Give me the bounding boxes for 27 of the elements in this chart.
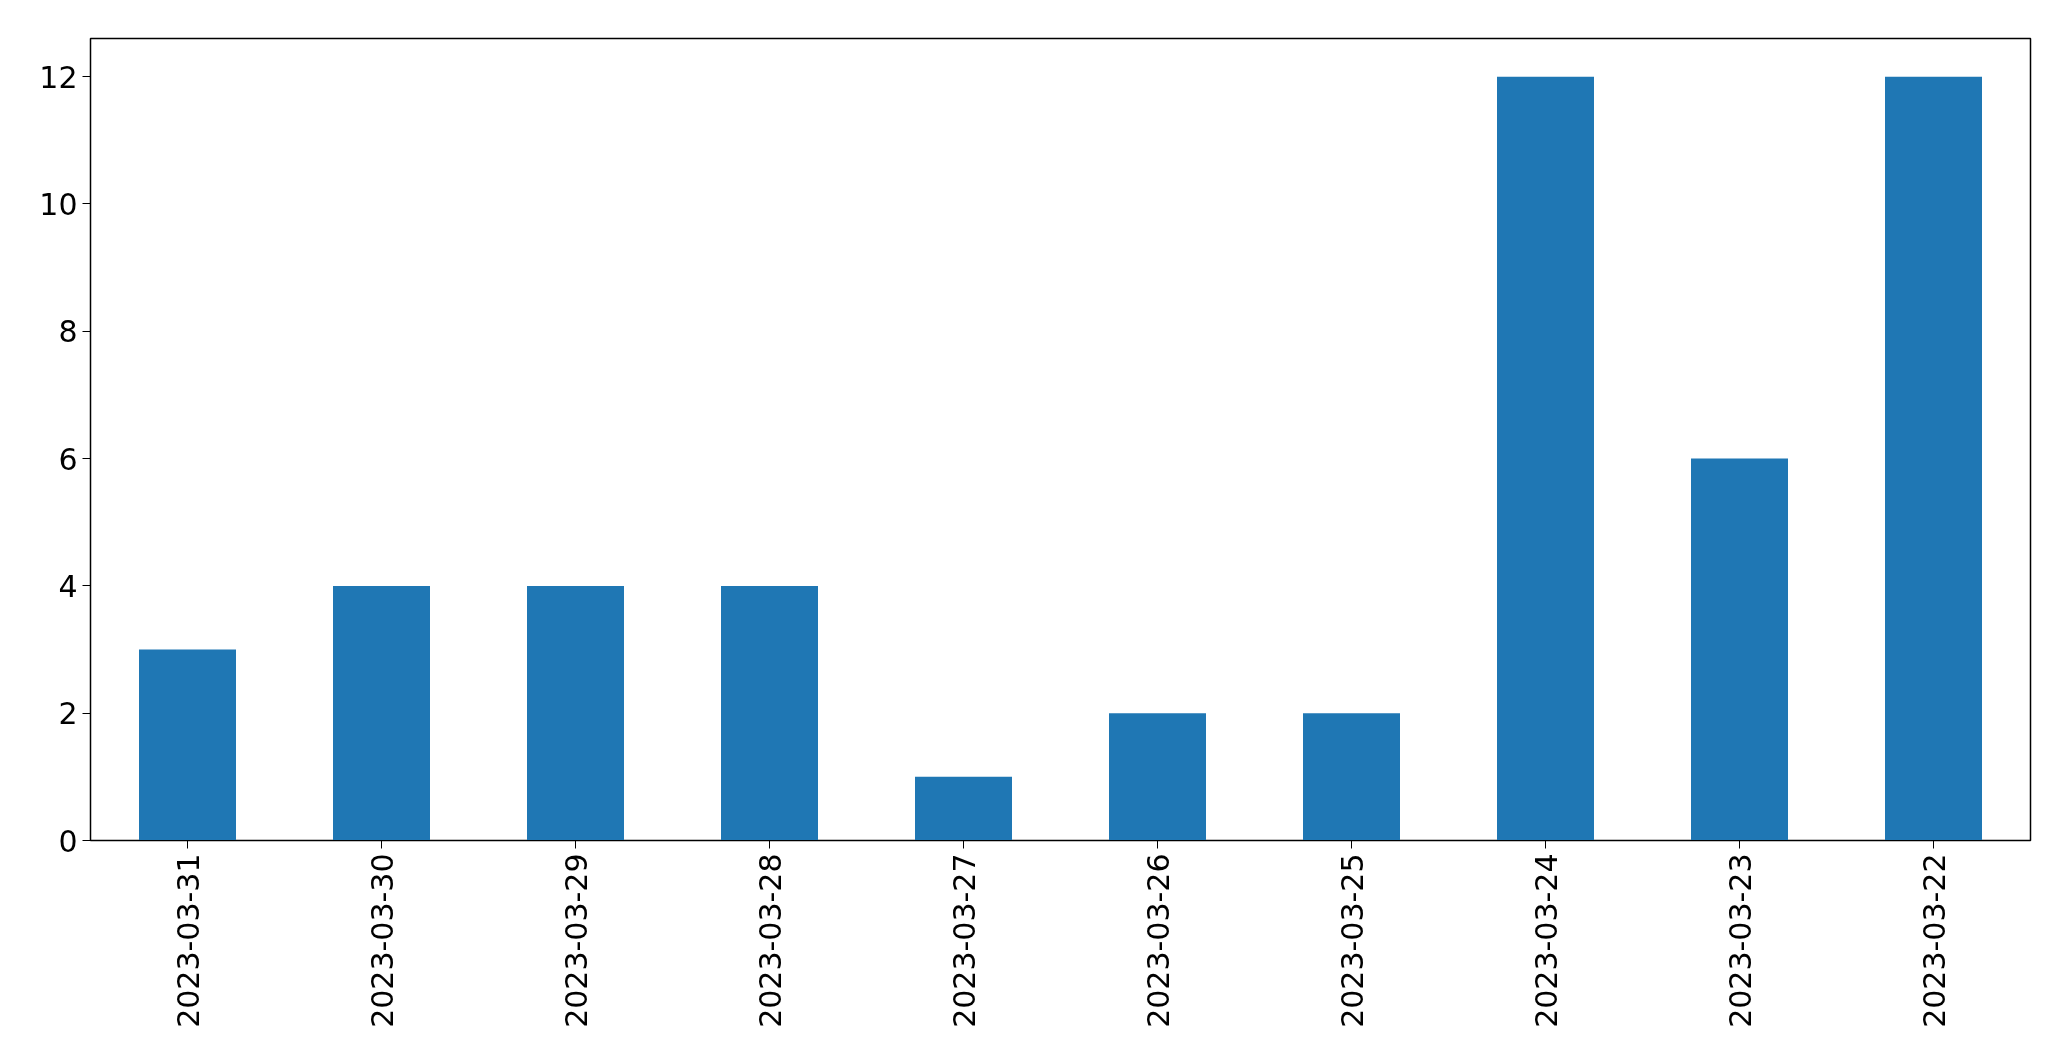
y-tick-label: 2 [58,696,78,732]
bar [915,776,1012,841]
bar [1885,76,1982,841]
x-tick-label: 2023-03-22 [1916,853,1952,1028]
x-tick-label: 2023-03-31 [170,853,206,1028]
x-tick-label: 2023-03-26 [1140,853,1176,1028]
bar [1691,458,1788,841]
bar [1109,713,1206,841]
bar [1497,76,1594,841]
x-tick-label: 2023-03-27 [946,853,982,1028]
x-tick-label: 2023-03-25 [1334,853,1370,1028]
bar [527,585,624,841]
x-tick-label: 2023-03-29 [558,853,594,1028]
y-tick-label: 6 [58,441,78,477]
y-tick-label: 8 [58,314,78,350]
y-tick-label: 0 [58,823,78,859]
y-tick-label: 4 [58,568,78,604]
x-tick-label: 2023-03-24 [1528,853,1564,1028]
bar [139,649,236,841]
bar [333,585,430,841]
x-tick-label: 2023-03-30 [364,853,400,1028]
bar [1303,713,1400,841]
x-tick-label: 2023-03-28 [752,853,788,1028]
y-tick-label: 12 [39,59,78,95]
bar [721,585,818,841]
x-tick-label: 2023-03-23 [1722,853,1758,1028]
y-tick-label: 10 [39,186,78,222]
